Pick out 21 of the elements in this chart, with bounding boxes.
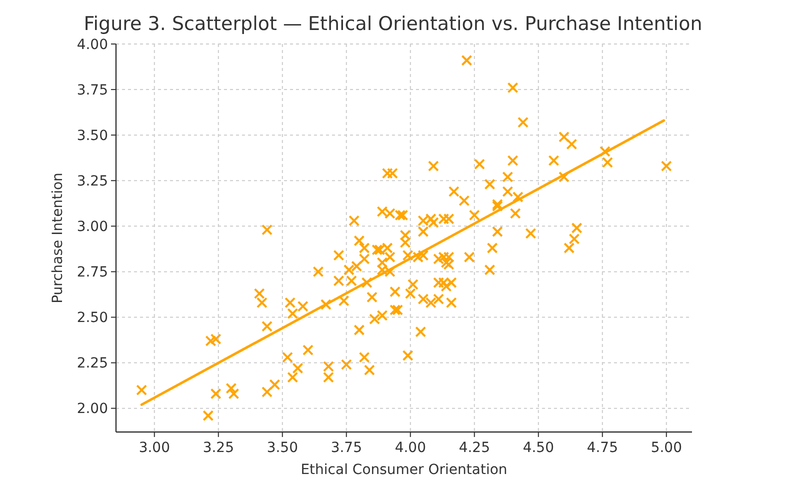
x-axis-title: Ethical Consumer Orientation bbox=[300, 462, 508, 478]
x-tick-label: 4.75 bbox=[586, 440, 618, 456]
y-tick-label: 3.00 bbox=[76, 219, 108, 236]
y-tick-label: 2.50 bbox=[76, 310, 108, 326]
y-tick-label: 3.25 bbox=[76, 174, 108, 190]
y-tick-label: 2.75 bbox=[76, 264, 108, 281]
x-tick-label: 4.25 bbox=[458, 440, 490, 456]
y-tick-label: 3.50 bbox=[76, 128, 108, 144]
y-tick-label: 2.25 bbox=[76, 356, 108, 372]
y-tick-label: 2.00 bbox=[76, 401, 108, 418]
x-tick-label: 4.00 bbox=[394, 440, 426, 456]
y-axis-title: Purchase Intention bbox=[50, 172, 66, 304]
x-tick-label: 3.75 bbox=[330, 440, 362, 456]
x-tick-label: 3.50 bbox=[266, 440, 298, 456]
x-tick-label: 5.00 bbox=[650, 440, 682, 456]
y-tick-label: 4.00 bbox=[76, 36, 108, 53]
x-tick-label: 3.00 bbox=[138, 440, 170, 456]
x-tick-label: 4.50 bbox=[522, 440, 554, 456]
y-tick-label: 3.75 bbox=[76, 82, 108, 98]
chart-title: Figure 3. Scatterplot — Ethical Orientation vs. Purchase Intention bbox=[84, 13, 702, 35]
x-tick-label: 3.25 bbox=[202, 440, 234, 456]
